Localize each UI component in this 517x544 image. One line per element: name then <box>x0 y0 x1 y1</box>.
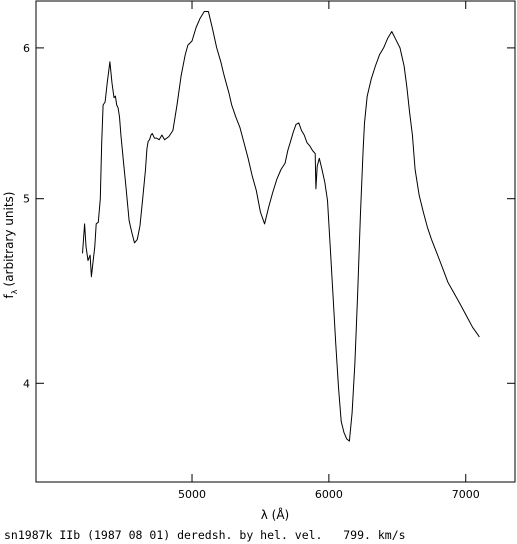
spectrum-line <box>82 11 480 442</box>
chart-caption: sn1987k IIb (1987 08 01) deredsh. by hel… <box>4 528 406 542</box>
x-axis-ticks: 5000 6000 7000 <box>178 1 480 501</box>
svg-text:fλ(arbitrary units): fλ (arbitrary units) <box>2 192 19 299</box>
x-tick-label: 7000 <box>452 488 480 501</box>
y-tick-label: 4 <box>23 377 30 390</box>
y-axis-label-symbol: f <box>2 293 16 298</box>
y-axis-label-text: (arbitrary units) <box>2 192 16 287</box>
y-axis-label: fλ (arbitrary units) <box>2 192 19 299</box>
x-tick-label: 6000 <box>315 488 343 501</box>
y-axis-label-subscript: λ <box>10 289 19 294</box>
x-tick-label: 5000 <box>178 488 206 501</box>
y-axis-ticks: 4 5 6 <box>23 42 515 390</box>
y-tick-label: 5 <box>23 193 30 206</box>
x-axis-label: λ (Å) <box>261 507 290 522</box>
plot-frame <box>35 0 516 483</box>
y-tick-label: 6 <box>23 42 30 55</box>
